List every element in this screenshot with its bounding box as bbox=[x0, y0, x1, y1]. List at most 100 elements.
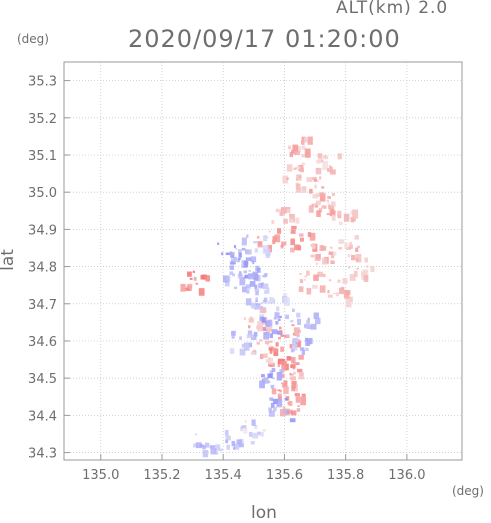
echo-pixel bbox=[278, 336, 281, 340]
echo-pixel bbox=[356, 254, 362, 263]
echo-pixel bbox=[356, 258, 359, 262]
echo-pixel bbox=[189, 277, 193, 280]
echo-pixel bbox=[277, 393, 282, 397]
echo-pixel bbox=[255, 291, 259, 296]
echo-pixel bbox=[194, 433, 197, 436]
echo-pixel bbox=[327, 195, 331, 199]
echo-pixel bbox=[289, 344, 293, 349]
echo-pixel bbox=[300, 168, 305, 173]
echo-pixel bbox=[244, 420, 247, 423]
echo-pixel bbox=[254, 424, 258, 429]
echo-pixel bbox=[301, 162, 306, 165]
echo-pixel bbox=[272, 239, 276, 245]
echo-pixel bbox=[293, 338, 299, 343]
echo-pixel bbox=[210, 448, 217, 455]
echo-pixel bbox=[277, 318, 281, 322]
echo-pixel bbox=[246, 234, 249, 238]
echo-pixel bbox=[292, 144, 299, 153]
echo-pixel bbox=[290, 219, 294, 223]
data-point bbox=[290, 308, 321, 330]
echo-pixel bbox=[328, 204, 335, 210]
echo-pixel bbox=[229, 261, 235, 265]
echo-pixel bbox=[253, 331, 258, 337]
echo-pixel bbox=[317, 153, 323, 159]
echo-pixel bbox=[310, 323, 317, 330]
echo-pixel bbox=[286, 411, 290, 414]
echo-pixel bbox=[284, 297, 290, 306]
echo-pixel bbox=[265, 320, 270, 327]
echo-pixel bbox=[185, 287, 189, 291]
echo-pixel bbox=[226, 444, 230, 450]
echo-pixel bbox=[241, 343, 245, 348]
echo-pixel bbox=[295, 217, 300, 224]
echo-pixel bbox=[193, 276, 197, 281]
y-tick-label: 35.1 bbox=[28, 149, 57, 164]
echo-pixel bbox=[311, 244, 316, 248]
echo-pixel bbox=[209, 445, 216, 449]
echo-pixel bbox=[273, 348, 279, 356]
echo-pixel bbox=[283, 386, 289, 395]
echo-pixel bbox=[263, 236, 267, 241]
echo-pixel bbox=[224, 279, 230, 287]
echo-pixel bbox=[269, 362, 275, 367]
echo-pixel bbox=[319, 245, 324, 251]
data-point bbox=[271, 207, 300, 224]
echo-pixel bbox=[315, 179, 319, 182]
echo-pixel bbox=[308, 205, 314, 213]
echo-pixel bbox=[250, 441, 255, 445]
echo-pixel bbox=[356, 267, 359, 270]
echo-pixel bbox=[296, 408, 301, 412]
echo-pixel bbox=[303, 137, 308, 143]
echo-pixel bbox=[319, 285, 326, 293]
echo-pixel bbox=[248, 270, 251, 272]
echo-pixel bbox=[291, 225, 297, 230]
echo-pixel bbox=[332, 193, 335, 196]
echo-pixel bbox=[364, 257, 369, 263]
echo-pixel bbox=[256, 267, 261, 273]
echo-pixel bbox=[239, 336, 242, 340]
echo-pixel bbox=[289, 418, 296, 423]
echo-pixel bbox=[221, 252, 224, 256]
echo-pixel bbox=[305, 347, 309, 352]
echo-pixel bbox=[258, 431, 261, 435]
echo-pixel bbox=[284, 209, 291, 213]
echo-pixel bbox=[215, 444, 221, 451]
echo-pixel bbox=[259, 353, 264, 360]
echo-pixel bbox=[254, 248, 259, 253]
echo-pixel bbox=[229, 265, 235, 270]
echo-pixel bbox=[312, 194, 319, 199]
echo-pixel bbox=[298, 286, 304, 292]
echo-pixel bbox=[259, 380, 265, 389]
echo-pixel bbox=[274, 234, 281, 243]
echo-pixel bbox=[280, 211, 284, 216]
echo-pixel bbox=[267, 373, 273, 379]
data-point bbox=[268, 346, 296, 371]
echo-pixel bbox=[321, 186, 325, 189]
echo-pixel bbox=[296, 329, 301, 333]
echo-pixel bbox=[345, 298, 352, 308]
echo-pixel bbox=[293, 371, 296, 375]
echo-pixel bbox=[301, 349, 305, 355]
echo-pixel bbox=[256, 236, 260, 239]
echo-pixel bbox=[283, 380, 288, 387]
echo-pixel bbox=[339, 287, 345, 295]
echo-pixel bbox=[342, 278, 348, 284]
echo-pixel bbox=[294, 244, 300, 251]
echo-pixel bbox=[259, 339, 263, 342]
echo-pixel bbox=[268, 345, 272, 348]
data-point bbox=[193, 433, 221, 458]
echo-pixel bbox=[245, 257, 252, 261]
echo-pixel bbox=[307, 136, 313, 145]
echo-pixel bbox=[307, 232, 312, 237]
echo-pixel bbox=[278, 373, 282, 376]
data-point bbox=[315, 153, 342, 175]
data-point bbox=[256, 228, 287, 253]
data-point bbox=[333, 235, 362, 263]
echo-pixel bbox=[243, 429, 248, 434]
echo-pixel bbox=[243, 342, 250, 351]
data-point bbox=[286, 334, 313, 355]
echo-pixel bbox=[306, 287, 312, 295]
echo-pixel bbox=[312, 284, 318, 289]
echo-pixel bbox=[282, 406, 286, 411]
